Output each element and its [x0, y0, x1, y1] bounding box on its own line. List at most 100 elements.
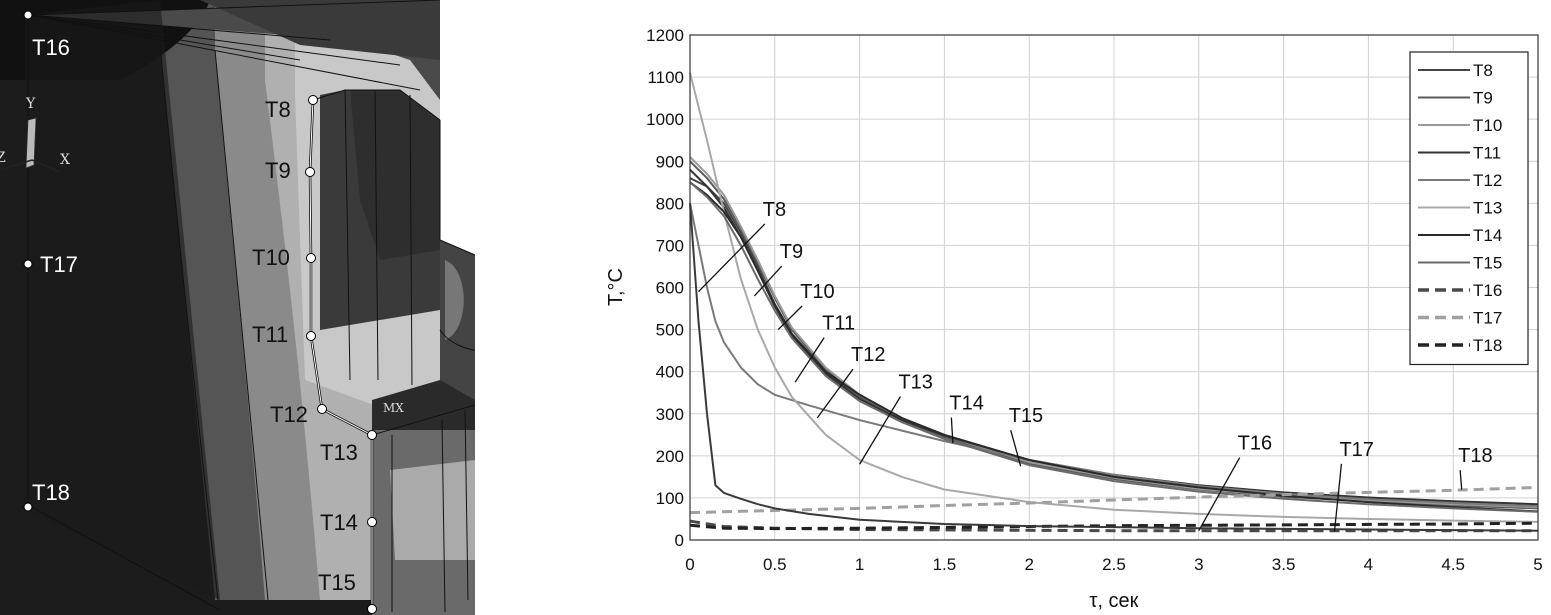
y-tick-label: 700	[656, 236, 684, 255]
annotation-label-T14: T14	[949, 393, 983, 415]
fem-model-view: Y X Z MX T16 T17 T18 T8 T9 T10 T11 T12 T…	[0, 0, 476, 615]
point-T16: T16	[23, 10, 70, 60]
x-tick-label: 0.5	[763, 555, 787, 574]
point-T9: T9	[265, 158, 315, 183]
y-tick-label: 0	[675, 531, 684, 550]
point-T18: T18	[23, 480, 70, 512]
legend-label-T14: T14	[1473, 226, 1502, 245]
series-line-T17	[689, 485, 1539, 515]
legend-label-T15: T15	[1473, 254, 1502, 273]
y-tick-label: 500	[656, 321, 684, 340]
point-T11: T11	[252, 322, 316, 347]
annotation-leader-T16	[1198, 457, 1241, 532]
annotation-leader-T18	[1459, 470, 1463, 490]
legend-label-T17: T17	[1473, 309, 1502, 328]
y-tick-label: 1200	[646, 26, 684, 45]
point-label-T14: T14	[320, 510, 358, 535]
annotation-label-T18: T18	[1458, 445, 1492, 467]
axis-label-z: Z	[0, 150, 6, 166]
x-tick-label: 1	[855, 555, 864, 574]
point-label-T18: T18	[32, 480, 70, 505]
y-tick-label: 400	[656, 363, 684, 382]
plot-frame	[689, 34, 1539, 541]
chart-ticks: 0 0.5 1 1.5 2 2.5 3 3.5 4 4.5 5 0 100 200 300 400 500 600…	[646, 26, 1543, 574]
annotation-leader-T13	[859, 396, 902, 465]
point-label-T11: T11	[252, 322, 288, 347]
coordinate-triad: Y X Z	[0, 96, 70, 173]
y-tick-label: 900	[656, 152, 684, 171]
point-T8: T8	[265, 95, 318, 122]
x-tick-label: 5	[1533, 555, 1542, 574]
annotation-label-T9: T9	[780, 241, 803, 263]
point-label-T8: T8	[265, 97, 291, 122]
annotation-leader-T10	[777, 305, 803, 331]
x-tick-label: 1.5	[933, 555, 957, 574]
x-tick-label: 2	[1024, 555, 1033, 574]
annotation-leader-T11	[794, 337, 825, 383]
max-marker-label: MX	[383, 401, 404, 415]
y-tick-label: 300	[656, 405, 684, 424]
annotation-leader-T14	[950, 417, 954, 444]
legend-label-T9: T9	[1473, 89, 1493, 108]
x-axis-label: τ, сек	[1090, 590, 1139, 612]
annotation-label-T16: T16	[1238, 433, 1272, 455]
annotation-label-T17: T17	[1339, 439, 1373, 461]
annotation-leader-T8	[698, 223, 766, 293]
legend-label-T8: T8	[1473, 61, 1493, 80]
legend-label-T10: T10	[1473, 116, 1502, 135]
series-line-T13	[689, 72, 1539, 523]
annotation-leader-T12	[816, 368, 854, 419]
point-label-T13: T13	[320, 440, 358, 465]
point-T12: T12	[270, 402, 327, 427]
axis-label-x: X	[60, 152, 70, 168]
annotation-label-T11: T11	[822, 313, 855, 335]
x-tick-label: 4.5	[1441, 555, 1465, 574]
point-label-T15: T15	[318, 570, 356, 595]
axis-label-y: Y	[25, 96, 36, 112]
point-label-T12: T12	[270, 402, 308, 427]
point-label-T9: T9	[265, 158, 291, 183]
point-label-T10: T10	[252, 245, 290, 270]
chart-annotations: T8 T9 T10 T11 T12 T13 T14 T15 T16 T17 T18	[698, 199, 1493, 532]
point-label-T16: T16	[32, 35, 70, 60]
annotation-label-T10: T10	[800, 281, 834, 303]
y-tick-label: 200	[656, 447, 684, 466]
x-tick-label: 4	[1364, 555, 1373, 574]
annotation-leader-T15	[1010, 429, 1022, 467]
mesh-lines	[27, 0, 476, 613]
chart-series	[689, 72, 1539, 533]
point-T13: T13	[320, 430, 377, 465]
legend-label-T18: T18	[1473, 336, 1502, 355]
series-line-T16	[689, 519, 1538, 533]
legend-label-T11: T11	[1473, 144, 1501, 163]
y-tick-label: 1000	[646, 110, 684, 129]
chart-legend: T8 T9 T10 T11 T12 T13 T14 T15 T16 T17 T18	[1409, 51, 1529, 366]
series-line-T14	[689, 181, 1539, 513]
temperature-chart: T8 T9 T10 T11 T12 T13 T14 T15 T16 T17 T18 0 0.5 1 1.5…	[605, 26, 1543, 612]
series-line-extra	[689, 203, 1539, 532]
annotation-label-T8: T8	[763, 199, 786, 221]
x-tick-label: 3	[1194, 555, 1203, 574]
legend-label-T12: T12	[1473, 171, 1502, 190]
legend-label-T13: T13	[1473, 199, 1502, 218]
y-tick-label: 600	[656, 279, 684, 298]
annotation-leader-T17	[1333, 463, 1343, 532]
y-tick-label: 1100	[647, 68, 684, 87]
legend-label-T16: T16	[1473, 281, 1502, 300]
x-tick-label: 2.5	[1102, 555, 1126, 574]
point-T15: T15	[318, 570, 377, 614]
annotation-label-T13: T13	[898, 372, 932, 394]
point-label-T17: T17	[40, 252, 78, 277]
series-line-T15	[689, 181, 1539, 513]
point-T10: T10	[252, 245, 316, 270]
point-T17: T17	[23, 252, 78, 277]
annotation-label-T15: T15	[1009, 405, 1043, 427]
series-line-T18	[689, 521, 1539, 531]
point-T14: T14	[320, 510, 377, 535]
x-tick-label: 0	[685, 555, 694, 574]
y-tick-label: 100	[656, 489, 684, 508]
annotation-leader-T9	[753, 265, 783, 297]
y-tick-label: 800	[656, 194, 684, 213]
x-tick-label: 3.5	[1272, 555, 1296, 574]
y-axis-label: T,°C	[605, 268, 627, 306]
